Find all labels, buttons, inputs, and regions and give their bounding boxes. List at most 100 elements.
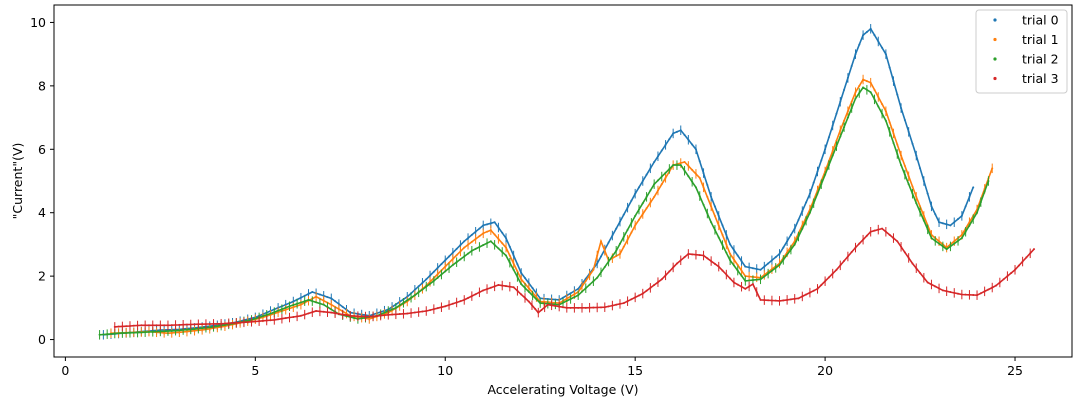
data-point — [706, 257, 709, 260]
data-point — [554, 304, 557, 307]
data-point — [710, 260, 713, 263]
data-point — [721, 269, 724, 272]
data-point — [284, 306, 287, 309]
data-point — [163, 331, 166, 334]
data-point — [805, 201, 808, 204]
data-point — [672, 132, 675, 135]
data-point — [318, 310, 321, 313]
data-point — [493, 221, 496, 224]
data-point — [208, 326, 211, 329]
data-point — [778, 299, 781, 302]
data-point — [884, 110, 887, 113]
data-point — [949, 245, 952, 248]
data-point — [934, 285, 937, 288]
y-tick-label: 2 — [38, 269, 46, 284]
data-point — [615, 255, 618, 258]
data-point — [634, 296, 637, 299]
data-point — [311, 300, 314, 303]
data-point — [463, 240, 466, 243]
data-point — [330, 308, 333, 311]
data-point — [144, 331, 147, 334]
legend: trial 0 trial 1 trial 2 trial 3 — [975, 9, 1068, 94]
data-point — [174, 329, 177, 332]
data-point — [748, 266, 751, 269]
data-point — [679, 259, 682, 262]
data-point — [930, 205, 933, 208]
data-point — [964, 230, 967, 233]
data-point — [398, 313, 401, 316]
data-point — [596, 276, 599, 279]
data-point — [896, 153, 899, 156]
data-point — [155, 330, 158, 333]
data-point — [174, 324, 177, 327]
data-point — [968, 221, 971, 224]
data-point — [516, 275, 519, 278]
data-point — [463, 255, 466, 258]
data-point — [599, 306, 602, 309]
data-point — [964, 293, 967, 296]
data-point — [824, 173, 827, 176]
data-point — [979, 292, 982, 295]
data-point — [679, 162, 682, 165]
x-tick-label: 20 — [817, 363, 833, 378]
data-point — [341, 313, 344, 316]
data-point — [892, 237, 895, 240]
data-point — [470, 249, 473, 252]
data-point — [968, 224, 971, 227]
data-point — [900, 164, 903, 167]
data-point — [277, 311, 280, 314]
data-point — [470, 233, 473, 236]
data-point — [132, 324, 135, 327]
data-point — [489, 222, 492, 225]
data-point — [713, 262, 716, 265]
data-point — [474, 293, 477, 296]
data-point — [121, 332, 124, 335]
data-point — [296, 315, 299, 318]
data-point — [664, 143, 667, 146]
data-point — [679, 129, 682, 132]
data-point — [216, 322, 219, 325]
data-point — [394, 313, 397, 316]
data-point — [599, 255, 602, 258]
data-point — [455, 254, 458, 257]
data-point — [406, 299, 409, 302]
data-point — [531, 287, 534, 290]
data-point — [884, 119, 887, 122]
data-point — [530, 304, 533, 307]
data-point — [508, 254, 511, 257]
data-point — [235, 321, 238, 324]
series-line — [114, 227, 1035, 328]
data-point — [687, 252, 690, 255]
data-point — [493, 233, 496, 236]
data-point — [953, 242, 956, 245]
data-point — [797, 218, 800, 221]
data-point — [284, 308, 287, 311]
data-point — [664, 171, 667, 174]
data-point — [546, 303, 549, 306]
data-point — [459, 258, 462, 261]
data-point — [691, 168, 694, 171]
data-point — [467, 297, 470, 300]
data-point — [611, 304, 614, 307]
data-point — [265, 313, 268, 316]
data-point — [941, 245, 944, 248]
data-point — [269, 312, 272, 315]
data-point — [537, 311, 540, 314]
data-point — [774, 266, 777, 269]
data-point — [820, 284, 823, 287]
data-point — [903, 164, 906, 167]
data-point — [812, 202, 815, 205]
data-point — [854, 91, 857, 94]
data-point — [717, 224, 720, 227]
data-point — [698, 195, 701, 198]
data-point — [299, 296, 302, 299]
legend-label: trial 2 — [1022, 52, 1059, 67]
data-point — [288, 305, 291, 308]
data-point — [729, 259, 732, 262]
data-point — [474, 247, 477, 250]
data-point — [584, 287, 587, 290]
data-point — [128, 331, 131, 334]
data-point — [740, 274, 743, 277]
data-point — [888, 66, 891, 69]
data-point — [911, 142, 914, 145]
